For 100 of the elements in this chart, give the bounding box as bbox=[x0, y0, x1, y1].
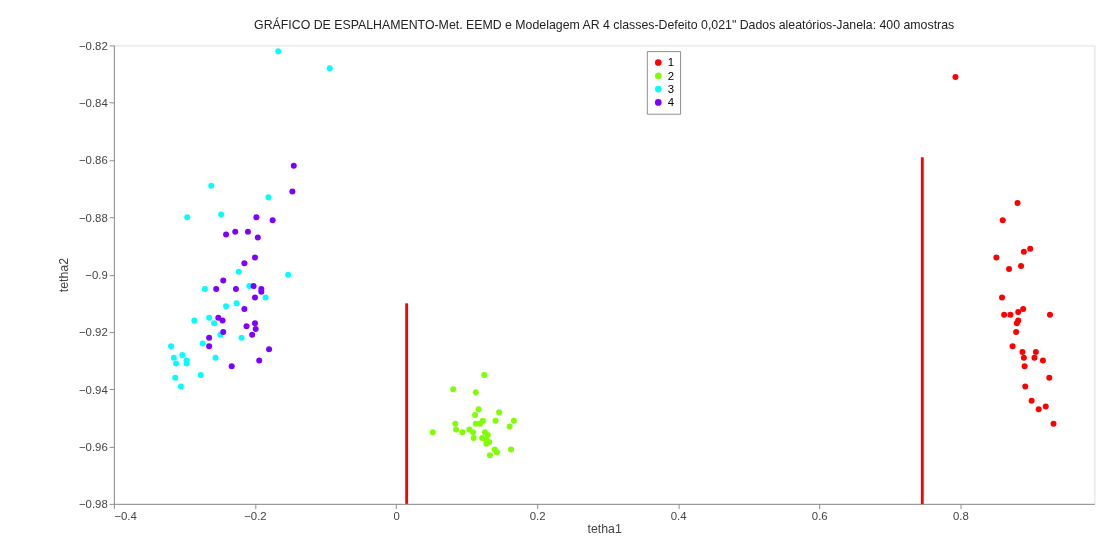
point bbox=[172, 360, 179, 367]
point bbox=[275, 48, 282, 55]
point bbox=[199, 340, 206, 347]
y-tick-label: −0.82 bbox=[78, 39, 108, 52]
point bbox=[1046, 374, 1053, 381]
point bbox=[238, 334, 245, 341]
point bbox=[508, 446, 515, 453]
point bbox=[999, 294, 1005, 301]
point bbox=[223, 231, 230, 238]
x-tick-label: 0 bbox=[393, 509, 400, 522]
point bbox=[289, 188, 296, 195]
point bbox=[223, 303, 230, 310]
point bbox=[1007, 311, 1014, 318]
point bbox=[1032, 349, 1039, 356]
point bbox=[993, 254, 1000, 261]
point bbox=[235, 268, 242, 275]
y-tick-label: −0.96 bbox=[78, 440, 108, 453]
x-tick-label: −0.2 bbox=[244, 509, 267, 522]
point bbox=[1022, 383, 1029, 390]
point bbox=[486, 452, 493, 459]
y-axis-title: tetha2 bbox=[57, 257, 72, 293]
legend-label: 2 bbox=[667, 69, 675, 82]
point bbox=[177, 383, 184, 390]
point bbox=[250, 283, 257, 290]
point bbox=[266, 346, 273, 353]
point bbox=[232, 228, 239, 235]
point bbox=[1018, 263, 1025, 270]
x-tick-label: 0.6 bbox=[811, 509, 828, 522]
point bbox=[262, 294, 269, 301]
point bbox=[453, 426, 460, 433]
point bbox=[232, 285, 239, 292]
point bbox=[269, 217, 276, 224]
y-tick-label: −0.94 bbox=[78, 383, 108, 396]
point bbox=[1027, 245, 1034, 252]
point bbox=[452, 420, 459, 427]
point bbox=[1009, 343, 1016, 350]
point bbox=[1019, 349, 1026, 356]
legend-label: 3 bbox=[667, 82, 675, 95]
point bbox=[251, 254, 258, 261]
point bbox=[233, 300, 240, 307]
point bbox=[472, 420, 479, 427]
point bbox=[265, 194, 272, 201]
y-tick-label: −0.88 bbox=[78, 211, 108, 224]
point bbox=[208, 182, 215, 189]
point bbox=[170, 354, 177, 361]
point bbox=[1014, 200, 1021, 207]
point bbox=[256, 357, 263, 364]
point bbox=[510, 417, 517, 424]
point bbox=[211, 320, 218, 327]
point bbox=[1015, 308, 1022, 315]
point bbox=[219, 317, 226, 324]
y-tick-label: −0.92 bbox=[78, 326, 108, 339]
point bbox=[215, 314, 222, 321]
point bbox=[168, 343, 175, 350]
point bbox=[1035, 406, 1042, 413]
point bbox=[492, 417, 499, 424]
point bbox=[470, 434, 477, 441]
y-tick-label: −0.86 bbox=[78, 154, 108, 167]
point bbox=[206, 334, 213, 341]
point bbox=[249, 331, 256, 338]
point bbox=[496, 409, 503, 416]
point bbox=[213, 285, 220, 292]
point bbox=[952, 73, 959, 80]
chart-title: GRÁFICO DE ESPALHAMENTO-Met. EEMD e Modelagem AR 4 classes-Defeito 0,021" Dados aleatórios-Janela: 400 amostras bbox=[254, 17, 955, 33]
x-tick-label: 0.8 bbox=[952, 509, 969, 522]
point bbox=[285, 271, 292, 278]
point bbox=[1046, 311, 1053, 318]
y-tick-label: −0.84 bbox=[78, 97, 108, 109]
point bbox=[999, 217, 1006, 224]
point bbox=[251, 294, 258, 301]
point bbox=[241, 306, 248, 313]
point bbox=[212, 354, 219, 361]
point bbox=[197, 371, 204, 378]
point bbox=[459, 429, 466, 436]
point bbox=[506, 423, 513, 430]
point bbox=[184, 214, 191, 221]
point bbox=[206, 314, 213, 321]
point bbox=[254, 234, 261, 241]
point bbox=[252, 326, 259, 333]
legend-label: 1 bbox=[667, 56, 675, 69]
point bbox=[1020, 354, 1027, 361]
x-tick-label: 0.4 bbox=[670, 509, 687, 522]
point bbox=[253, 214, 260, 221]
point bbox=[228, 363, 235, 370]
point bbox=[1020, 248, 1027, 255]
point bbox=[172, 374, 179, 381]
point bbox=[472, 412, 479, 419]
point bbox=[1020, 306, 1027, 313]
point bbox=[206, 343, 213, 350]
point bbox=[244, 228, 251, 235]
y-tick-label: −0.98 bbox=[78, 498, 108, 511]
legend-label: 4 bbox=[667, 96, 675, 109]
point bbox=[241, 260, 248, 267]
point bbox=[326, 65, 333, 72]
point bbox=[481, 371, 488, 378]
point bbox=[251, 320, 258, 327]
point bbox=[243, 323, 250, 330]
point bbox=[218, 211, 225, 218]
point bbox=[1028, 397, 1035, 404]
point bbox=[191, 317, 198, 324]
